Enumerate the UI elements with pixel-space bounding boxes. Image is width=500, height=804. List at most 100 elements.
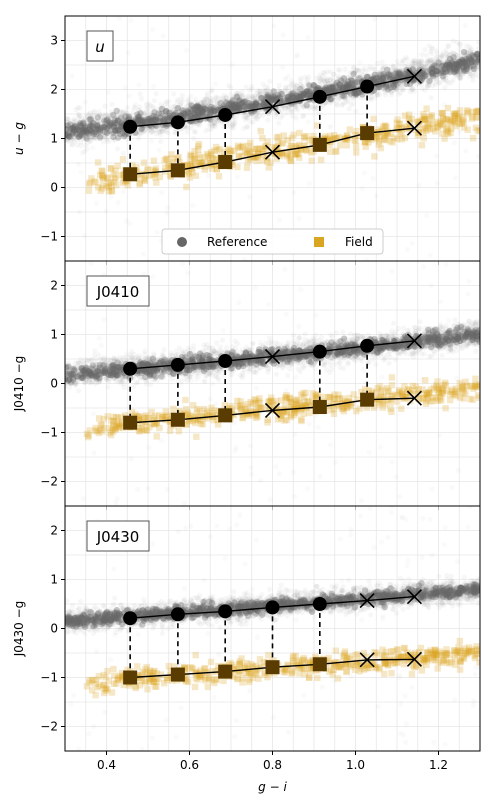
reference-cloud-point [341, 93, 347, 99]
reference-cloud-point [324, 76, 329, 81]
reference-cloud-point [442, 85, 447, 90]
field-cloud-point [331, 132, 337, 138]
field-cloud-point [120, 156, 126, 162]
reference-halo-point [77, 210, 82, 215]
reference-cloud-point [138, 91, 143, 96]
reference-cloud-point [230, 124, 235, 129]
reference-cloud-point [109, 102, 114, 107]
reference-cloud-point [328, 124, 333, 129]
field-cloud-point [461, 117, 467, 123]
reference-halo-point [201, 106, 206, 111]
reference-halo-point [117, 16, 122, 21]
reference-cloud-point [184, 130, 189, 135]
reference-cloud-point [198, 110, 204, 116]
field-median-point [360, 126, 374, 140]
reference-halo-point [124, 218, 129, 223]
reference-cloud-point [95, 114, 101, 120]
reference-cloud-point [283, 84, 288, 89]
reference-cloud-point [76, 123, 82, 129]
reference-cloud-point [241, 126, 246, 131]
reference-cloud-point [158, 132, 163, 137]
field-cloud-point [244, 165, 250, 171]
reference-halo-point [247, 194, 252, 199]
field-cloud-point [196, 141, 202, 147]
reference-cloud-point [122, 113, 128, 119]
reference-cloud-point [334, 102, 339, 107]
field-cloud-point [421, 135, 427, 141]
reference-halo-point [157, 148, 162, 153]
reference-halo-point [165, 205, 170, 210]
reference-halo-point [205, 173, 210, 178]
reference-cloud-point [476, 40, 481, 45]
reference-cloud-point [137, 117, 143, 123]
field-cloud-point [318, 157, 324, 163]
reference-halo-point [127, 93, 132, 98]
field-median-point [171, 163, 185, 177]
reference-halo-point [195, 123, 200, 128]
reference-cloud-point [83, 143, 88, 148]
reference-cloud-point [383, 92, 388, 97]
reference-halo-point [90, 145, 95, 150]
field-cloud-point [100, 175, 106, 181]
reference-halo-point [370, 176, 375, 181]
reference-halo-point [297, 216, 302, 221]
reference-halo-point [106, 90, 111, 95]
field-cloud-point [423, 106, 429, 112]
reference-halo-point [463, 23, 468, 28]
reference-halo-point [305, 35, 310, 40]
reference-cloud-point [246, 115, 251, 120]
reference-cloud-point [429, 46, 434, 51]
reference-halo-point [150, 27, 155, 32]
field-cloud-point [153, 179, 159, 185]
reference-halo-point [453, 175, 458, 180]
reference-cloud-point [356, 68, 361, 73]
reference-halo-point [304, 79, 309, 84]
reference-cloud-point [238, 100, 244, 106]
reference-halo-point [272, 187, 277, 192]
field-median-point [123, 167, 137, 181]
reference-cloud-point [225, 123, 230, 128]
reference-halo-point [446, 53, 451, 58]
field-cloud-point [344, 142, 350, 148]
reference-cloud-point [152, 98, 157, 103]
field-cloud-point [151, 158, 157, 164]
reference-halo-point [292, 190, 297, 195]
field-cloud-point [112, 168, 118, 174]
reference-cloud-point [92, 108, 97, 113]
reference-cloud-point [160, 122, 166, 128]
reference-halo-point [286, 73, 291, 78]
reference-halo-point [435, 51, 440, 56]
reference-cloud-point [294, 116, 299, 121]
field-cloud-point [419, 142, 425, 148]
reference-halo-point [83, 99, 88, 104]
reference-cloud-point [429, 51, 434, 56]
reference-halo-point [136, 82, 141, 87]
reference-cloud-point [84, 130, 90, 136]
field-cloud-point [239, 144, 245, 150]
field-cloud-point [183, 184, 189, 190]
field-cloud-point [161, 157, 167, 163]
reference-cloud-point [247, 88, 252, 93]
reference-halo-point [94, 201, 99, 206]
reference-cloud-point [193, 97, 198, 102]
reference-cloud-point [175, 97, 180, 102]
reference-cloud-point [349, 78, 355, 84]
field-cloud-point [214, 147, 220, 153]
reference-median-point [123, 120, 137, 134]
reference-cloud-point [295, 94, 301, 100]
field-cloud-point [98, 188, 104, 194]
reference-halo-point [76, 162, 81, 167]
field-cloud-point [266, 164, 272, 170]
y-tick-label: 1 [50, 132, 58, 146]
reference-halo-point [128, 18, 133, 23]
reference-halo-point [79, 170, 84, 175]
reference-cloud-point [450, 61, 456, 67]
reference-cloud-point [88, 116, 94, 122]
field-cloud-point [347, 126, 353, 132]
field-cloud-point [378, 145, 384, 151]
reference-cloud-point [420, 86, 425, 91]
reference-halo-point [435, 181, 440, 186]
reference-cloud-point [342, 100, 347, 105]
reference-halo-point [295, 52, 300, 57]
reference-cloud-point [192, 130, 197, 135]
